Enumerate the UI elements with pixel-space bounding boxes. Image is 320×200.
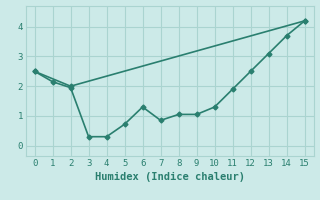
X-axis label: Humidex (Indice chaleur): Humidex (Indice chaleur) xyxy=(95,172,244,182)
